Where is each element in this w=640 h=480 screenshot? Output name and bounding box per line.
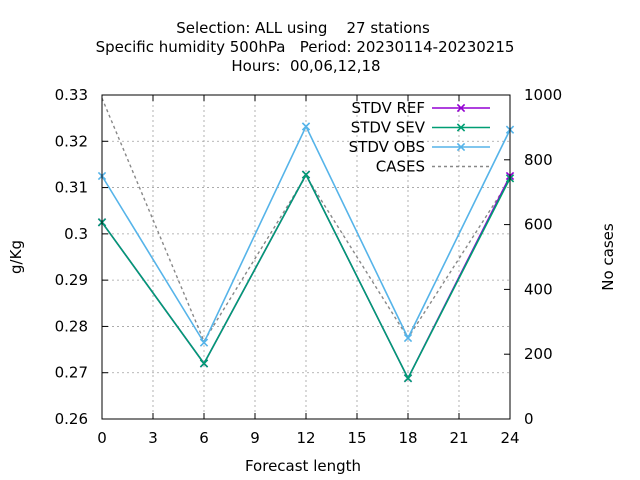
chart-title-line-2: Specific humidity 500hPa Period: 2023011…	[96, 38, 515, 56]
legend-label-stdv-ref: STDV REF	[351, 99, 425, 117]
x-tick-label: 0	[97, 429, 107, 447]
y2-tick-label: 0	[524, 410, 534, 428]
series-line-cases	[101, 97, 511, 343]
data-point-stdv-sev	[199, 359, 209, 368]
y2-tick-label: 400	[524, 280, 553, 298]
y2-axis-label: No cases	[599, 223, 617, 291]
y-tick-label: 0.32	[55, 132, 88, 150]
y-tick-label: 0.31	[55, 179, 88, 197]
data-point-stdv-sev	[403, 374, 413, 383]
legend-label-cases: CASES	[376, 158, 425, 176]
x-tick-label: 21	[449, 429, 468, 447]
x-tick-label: 3	[148, 429, 158, 447]
y2-tick-label: 800	[524, 151, 553, 169]
legend-marker-stdv-sev	[456, 123, 466, 132]
y2-tick-label: 200	[524, 345, 553, 363]
data-point-stdv-obs	[301, 122, 311, 131]
x-tick-label: 6	[199, 429, 209, 447]
data-point-stdv-sev	[301, 170, 311, 179]
grid	[102, 95, 510, 419]
legend-label-stdv-obs: STDV OBS	[349, 138, 425, 156]
legend-marker-stdv-ref	[456, 103, 466, 113]
chart-title-line-3: Hours: 00,06,12,18	[231, 57, 380, 75]
x-tick-label: 15	[347, 429, 366, 447]
x-tick-label: 24	[500, 429, 519, 447]
y-tick-label: 0.26	[55, 410, 88, 428]
y-axis-label: g/Kg	[7, 240, 25, 274]
y2-tick-label: 1000	[524, 86, 562, 104]
data-point-stdv-obs	[403, 333, 413, 343]
x-axis-label: Forecast length	[245, 457, 361, 475]
ticks: 0 3 6 9 12 15 18 21 24 0.26 0.27 0.28 0.29 0.3 0.31 0.3…	[55, 86, 563, 447]
legend-label-stdv-sev: STDV SEV	[351, 119, 426, 137]
data-point-stdv-obs	[199, 338, 209, 347]
x-tick-label: 12	[296, 429, 315, 447]
chart-title-line-1: Selection: ALL using 27 stations	[176, 19, 430, 37]
y-tick-label: 0.29	[55, 271, 88, 289]
legend-marker-stdv-obs	[456, 142, 466, 152]
x-tick-label: 18	[398, 429, 417, 447]
y-tick-label: 0.28	[55, 317, 88, 335]
y-tick-label: 0.27	[55, 364, 88, 382]
y2-tick-label: 600	[524, 216, 553, 234]
x-tick-label: 9	[250, 429, 260, 447]
y-tick-label: 0.33	[55, 86, 88, 104]
y-tick-label: 0.3	[64, 225, 88, 243]
